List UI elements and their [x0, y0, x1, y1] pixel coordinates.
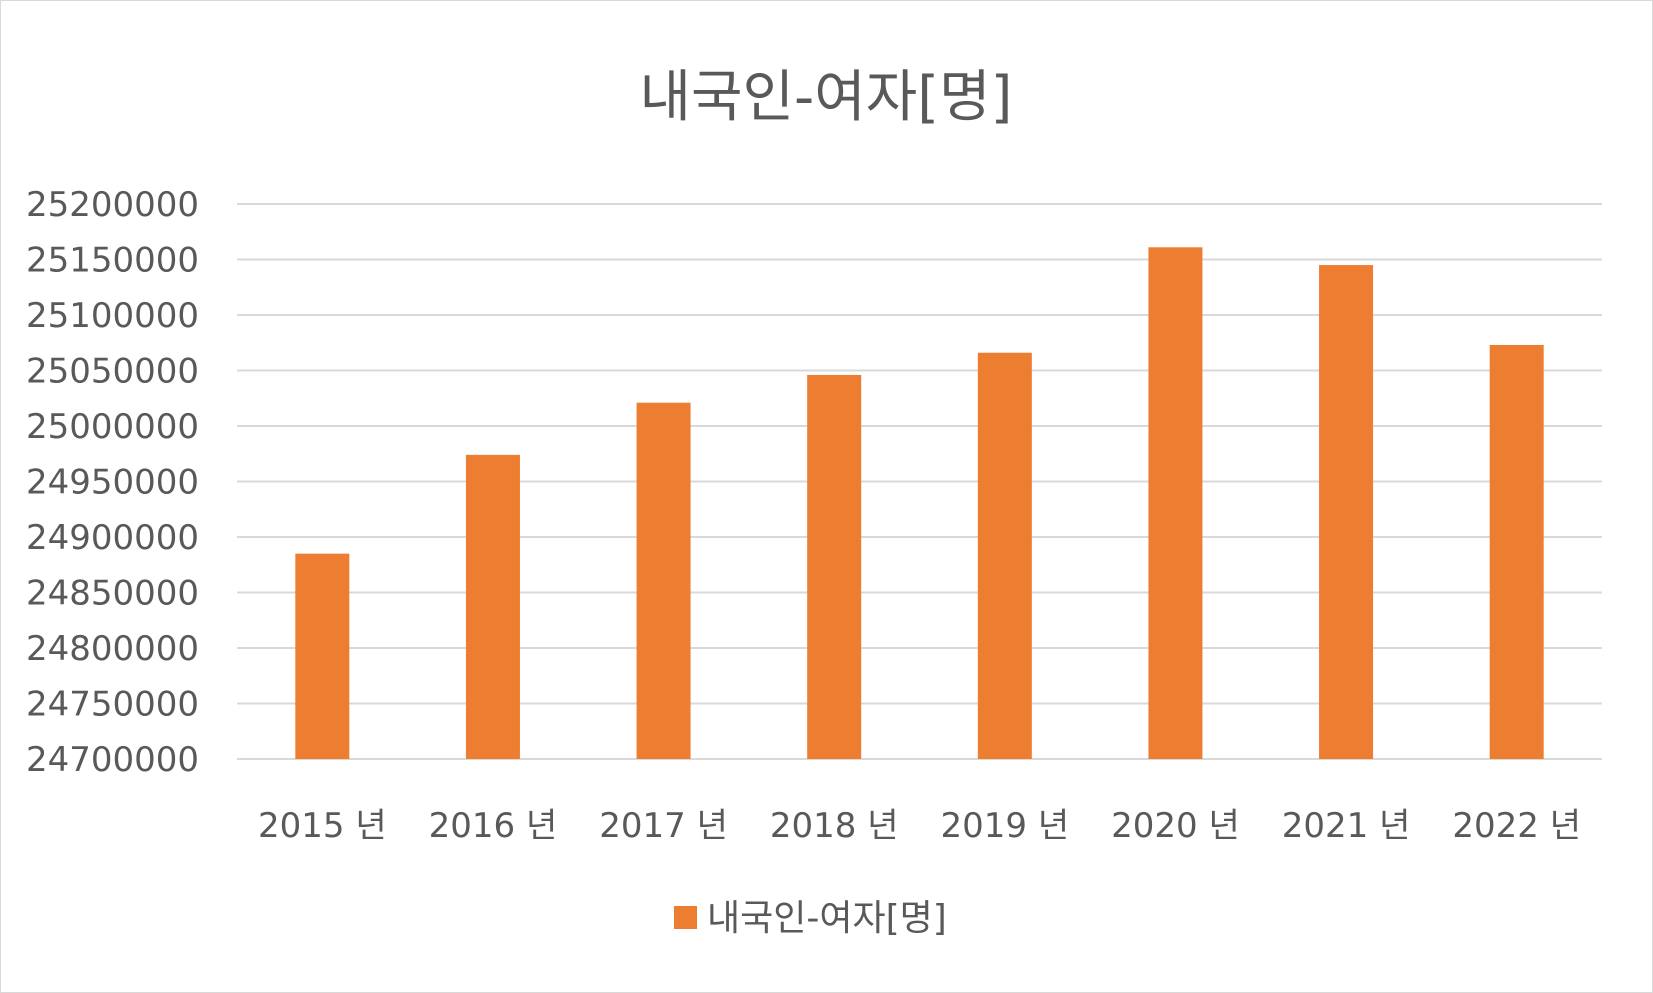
y-tick-label: 25000000 — [26, 407, 199, 447]
y-tick-label: 24800000 — [26, 629, 199, 669]
legend-label: 내국인-여자[명] — [707, 898, 947, 939]
y-tick-label: 24900000 — [26, 518, 199, 558]
legend: 내국인-여자[명] — [674, 898, 947, 939]
bars — [295, 247, 1544, 760]
y-axis-tick-labels: 24700000 24750000 24800000 24850000 24900000… — [26, 185, 199, 780]
x-axis-tick-labels: 2015 년 2016 년 2017 년 2018 년 2019 년 2020 년 2021… — [258, 806, 1581, 846]
bar — [977, 352, 1032, 759]
y-tick-label: 24950000 — [26, 463, 199, 503]
y-tick-label: 25200000 — [26, 185, 199, 225]
y-tick-label: 24700000 — [26, 740, 199, 780]
bar — [465, 454, 520, 759]
x-tick-label: 2017 년 — [599, 806, 728, 846]
x-tick-label: 2022 년 — [1452, 806, 1581, 846]
bar — [636, 402, 691, 759]
x-tick-label: 2018 년 — [770, 806, 899, 846]
x-tick-label: 2015 년 — [258, 806, 387, 846]
x-tick-label: 2021 년 — [1282, 806, 1411, 846]
bar — [295, 553, 350, 759]
y-tick-label: 24750000 — [26, 685, 199, 725]
y-tick-label: 25100000 — [26, 296, 199, 336]
x-tick-label: 2019 년 — [941, 806, 1070, 846]
y-tick-label: 25150000 — [26, 241, 199, 281]
bar — [807, 374, 862, 759]
gridlines — [237, 203, 1602, 760]
chart-title: 내국인-여자[명] — [639, 65, 1012, 130]
bar — [1148, 247, 1203, 760]
y-tick-label: 24850000 — [26, 574, 199, 614]
x-tick-label: 2020 년 — [1111, 806, 1240, 846]
x-tick-label: 2016 년 — [429, 806, 558, 846]
bar — [1489, 344, 1544, 759]
bar — [1319, 265, 1374, 759]
y-tick-label: 25050000 — [26, 352, 199, 392]
legend-swatch — [674, 906, 697, 929]
